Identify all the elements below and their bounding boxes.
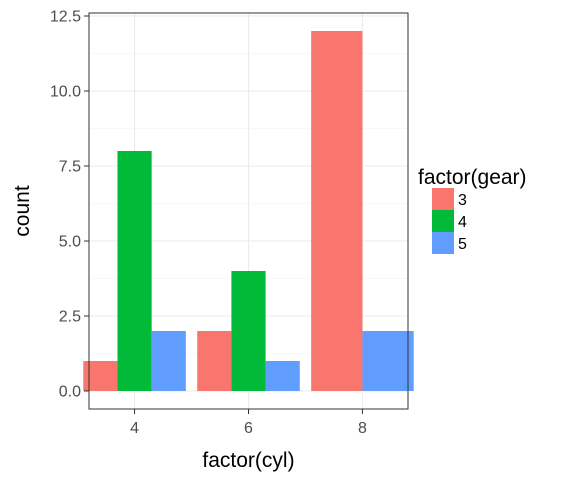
legend-label: 3 [458, 192, 467, 209]
bar-cyl6-gear4 [231, 271, 266, 391]
bar-cyl8-gear3 [311, 31, 363, 391]
bar-cyl6-gear5 [265, 361, 300, 391]
legend-key-4 [432, 210, 454, 232]
bar-cyl4-gear4 [117, 151, 152, 391]
y-tick-label: 10.0 [50, 84, 81, 101]
legend-key-5 [432, 232, 454, 254]
y-tick-label: 7.5 [59, 159, 81, 176]
bar-cyl6-gear3 [197, 331, 232, 391]
x-tick-label: 6 [244, 420, 253, 437]
x-tick-label: 8 [358, 420, 367, 437]
x-axis-title: factor(cyl) [202, 449, 294, 472]
bars [83, 31, 414, 391]
y-tick-label: 12.5 [50, 9, 81, 26]
legend: factor(gear) 3 4 5 [418, 166, 527, 254]
x-tick-label: 4 [130, 420, 139, 437]
bar-cyl8-gear5 [362, 331, 414, 391]
bar-cyl4-gear3 [83, 361, 118, 391]
legend-label: 4 [458, 214, 467, 231]
y-tick-label: 5.0 [59, 234, 81, 251]
y-axis-title: count [11, 185, 34, 237]
legend-label: 5 [458, 236, 467, 253]
y-tick-label: 0.0 [59, 384, 81, 401]
legend-key-3 [432, 188, 454, 210]
legend-title: factor(gear) [418, 166, 527, 189]
y-tick-label: 2.5 [59, 309, 81, 326]
axes: 0.0 2.5 5.0 7.5 10.0 12.5 4 6 8 [50, 9, 367, 438]
bar-cyl4-gear5 [151, 331, 186, 391]
